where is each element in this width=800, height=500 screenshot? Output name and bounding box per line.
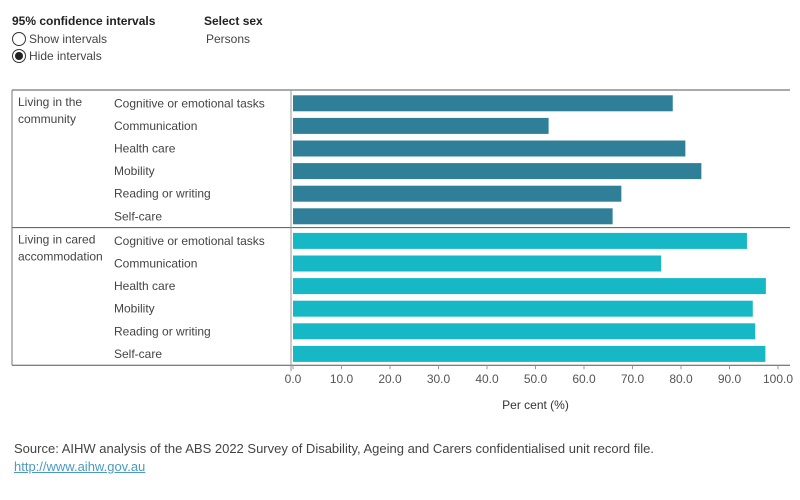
category-label: Self-care [114, 347, 162, 361]
bar [293, 278, 766, 295]
bar [293, 185, 622, 202]
bar-chart: Living in the community Cognitive or emoti… [11, 89, 793, 412]
bar [293, 323, 756, 340]
sex-select-title: Select sex [204, 14, 263, 28]
bar [293, 163, 702, 180]
x-tick-label: 0.0 [285, 372, 302, 386]
x-tick-label: 80.0 [669, 372, 693, 386]
radio-label: Hide intervals [29, 49, 102, 63]
source-note: Source: AIHW analysis of the ABS 2022 Su… [14, 441, 654, 456]
x-tick-label: 20.0 [378, 372, 402, 386]
category-label: Reading or writing [114, 187, 211, 201]
x-tick-label: 70.0 [621, 372, 645, 386]
x-tick-label: 90.0 [718, 372, 742, 386]
group-label: Living in the [18, 95, 82, 109]
bar [293, 117, 549, 134]
radio-unchecked-icon[interactable] [12, 32, 26, 46]
x-tick-label: 30.0 [427, 372, 451, 386]
x-tick-label: 10.0 [330, 372, 354, 386]
bar [293, 208, 613, 225]
category-label: Cognitive or emotional tasks [114, 234, 265, 248]
category-label: Self-care [114, 209, 162, 223]
radio-hide-intervals[interactable]: Hide intervals [12, 49, 102, 63]
category-label: Reading or writing [114, 324, 211, 338]
x-axis-title: Per cent (%) [502, 398, 569, 412]
category-label: Health care [114, 279, 176, 293]
x-tick-label: 50.0 [524, 372, 548, 386]
x-tick-label: 60.0 [572, 372, 596, 386]
ci-title: 95% confidence intervals [12, 14, 156, 28]
group-label: accommodation [18, 250, 103, 264]
x-tick-label: 100.0 [763, 372, 793, 386]
group-label: community [18, 112, 76, 126]
source-link[interactable]: http://www.aihw.gov.au [14, 459, 146, 474]
bar [293, 95, 673, 112]
radio-checked-icon[interactable] [12, 49, 26, 63]
sex-select[interactable]: Persons [206, 32, 251, 46]
bar [293, 140, 686, 157]
category-label: Communication [114, 119, 197, 133]
bar [293, 255, 662, 272]
category-label: Cognitive or emotional tasks [114, 96, 265, 110]
category-label: Health care [114, 142, 176, 156]
x-tick-label: 40.0 [475, 372, 499, 386]
category-label: Communication [114, 257, 197, 271]
group-label: Living in cared [18, 233, 95, 247]
category-label: Mobility [114, 164, 155, 178]
category-label: Mobility [114, 302, 155, 316]
bar [293, 232, 747, 249]
radio-label: Show intervals [29, 32, 108, 46]
radio-show-intervals[interactable]: Show intervals [12, 32, 107, 46]
bar [293, 345, 766, 362]
bar [293, 300, 753, 317]
